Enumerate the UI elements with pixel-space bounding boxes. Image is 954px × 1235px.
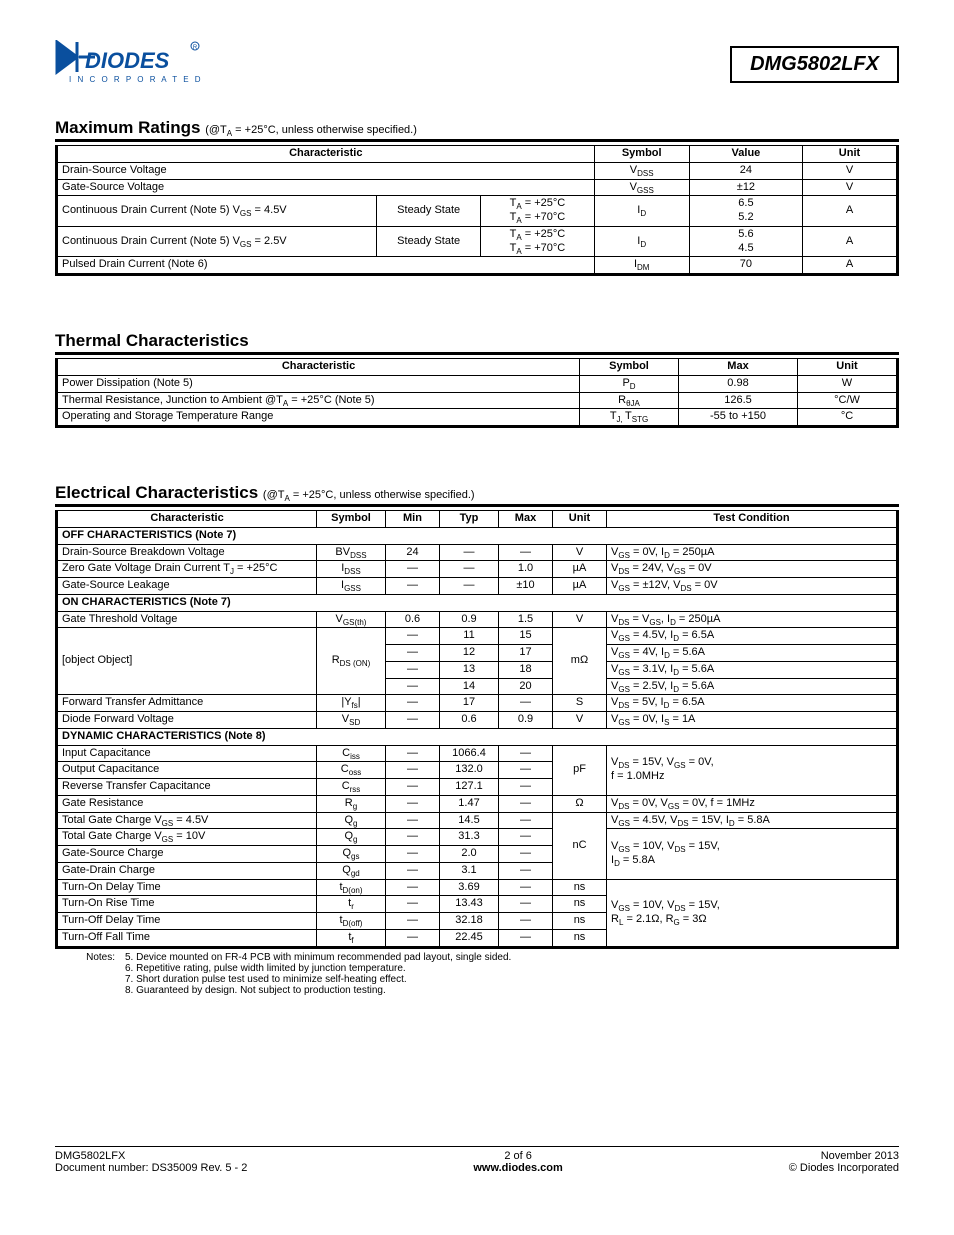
table-row: Input CapacitanceCiss —1066.4— pF VDS = …	[57, 745, 898, 762]
maximum-ratings-table: Characteristic Symbol Value Unit Drain-S…	[55, 145, 899, 276]
table-row: Drain-Source Breakdown Voltage BVDSS 24—…	[57, 544, 898, 561]
page-header: DIODES I N C O R P O R A T E D R DMG5802…	[55, 40, 899, 88]
maximum-ratings-section: Maximum Ratings (@TA = +25°C, unless oth…	[55, 118, 899, 276]
table-row: Gate-Source Leakage IGSS ——±10µA VGS = ±…	[57, 578, 898, 595]
table-row: Total Gate Charge VGS = 10V Qg —31.3— VG…	[57, 829, 898, 846]
table-row: Gate Threshold Voltage VGS(th) 0.60.91.5…	[57, 611, 898, 628]
footer-part: DMG5802LFX	[55, 1150, 125, 1162]
table-row: Power Dissipation (Note 5) PD 0.98W	[57, 375, 898, 392]
dyn-header: DYNAMIC CHARACTERISTICS (Note 8)	[57, 728, 898, 745]
svg-text:DIODES: DIODES	[85, 48, 170, 73]
section-title-thermal: Thermal Characteristics	[55, 331, 899, 355]
table-row: Operating and Storage Temperature Range …	[57, 409, 898, 427]
table-row: Drain-Source Voltage VDSS 24V	[57, 162, 898, 179]
table-row: Continuous Drain Current (Note 5) VGS = …	[57, 196, 898, 227]
electrical-section: Electrical Characteristics (@TA = +25°C,…	[55, 483, 899, 996]
thermal-section: Thermal Characteristics Characteristic S…	[55, 331, 899, 428]
thermal-table: Characteristic Symbol Max Unit Power Dis…	[55, 358, 899, 428]
table-row: Gate ResistanceRg —1.47—Ω VDS = 0V, VGS …	[57, 795, 898, 812]
table-row: Pulsed Drain Current (Note 6) IDM 70A	[57, 257, 898, 275]
table-row: [object Object] RDS (ON) —1115 mΩ VGS = …	[57, 628, 898, 645]
table-row: Forward Transfer Admittance |Yfs| —17—S …	[57, 695, 898, 712]
svg-text:R: R	[193, 45, 198, 51]
footer-date: November 2013	[821, 1150, 899, 1162]
electrical-table: Characteristic Symbol Min Typ Max Unit T…	[55, 510, 899, 949]
footer-doc: Document number: DS35009 Rev. 5 - 2	[55, 1162, 247, 1174]
part-number-box: DMG5802LFX	[730, 46, 899, 83]
table-row: Thermal Resistance, Junction to Ambient …	[57, 392, 898, 409]
table-row: Zero Gate Voltage Drain Current TJ = +25…	[57, 561, 898, 578]
section-title-elec: Electrical Characteristics (@TA = +25°C,…	[55, 483, 899, 507]
footer-url: www.diodes.com	[473, 1162, 562, 1174]
diodes-logo: DIODES I N C O R P O R A T E D R	[55, 40, 205, 88]
table-row: Total Gate Charge VGS = 4.5V Qg —14.5— n…	[57, 812, 898, 829]
notes: Notes: 5. Device mounted on FR-4 PCB wit…	[55, 952, 899, 996]
section-title-max: Maximum Ratings (@TA = +25°C, unless oth…	[55, 118, 899, 142]
table-row: Diode Forward Voltage VSD —0.60.9V VGS =…	[57, 712, 898, 729]
off-header: OFF CHARACTERISTICS (Note 7)	[57, 527, 898, 544]
page-footer: DMG5802LFX Document number: DS35009 Rev.…	[55, 1146, 899, 1174]
table-row: Continuous Drain Current (Note 5) VGS = …	[57, 226, 898, 257]
footer-page: 2 of 6	[504, 1150, 532, 1162]
table-row: Turn-On Delay TimetD(on) —3.69—ns VGS = …	[57, 879, 898, 896]
table-row: Gate-Source Voltage VGSS ±12V	[57, 179, 898, 196]
footer-copyright: © Diodes Incorporated	[789, 1162, 899, 1174]
svg-text:I N C O R P O R A T E D: I N C O R P O R A T E D	[69, 75, 203, 84]
on-header: ON CHARACTERISTICS (Note 7)	[57, 594, 898, 611]
